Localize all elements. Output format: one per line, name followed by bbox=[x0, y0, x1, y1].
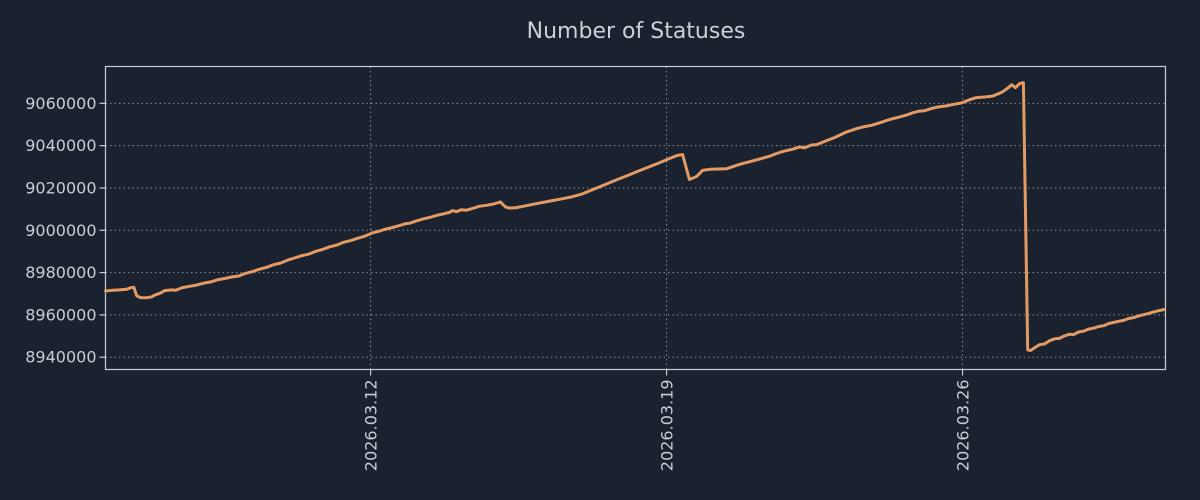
y-tick-label: 9000000 bbox=[25, 221, 96, 240]
series-line bbox=[104, 81, 1167, 352]
x-tick-label: 2026.03.12 bbox=[362, 380, 381, 472]
y-tick-label: 9040000 bbox=[25, 136, 96, 155]
x-tick-label: 2026.03.26 bbox=[954, 380, 973, 472]
plot-border bbox=[104, 65, 1167, 371]
y-tick-label: 9020000 bbox=[25, 178, 96, 197]
x-tick-label: 2026.03.19 bbox=[658, 380, 677, 472]
y-tick-label: 8960000 bbox=[25, 305, 96, 324]
y-tick-label: 9060000 bbox=[25, 94, 96, 113]
y-tick-label: 8940000 bbox=[25, 348, 96, 367]
chart-title: Number of Statuses bbox=[527, 19, 746, 44]
grid-layer bbox=[105, 66, 1166, 370]
y-tick-label: 8980000 bbox=[25, 263, 96, 282]
axis-layer: 8940000 8960000 8980000 9000000 9020000 90400… bbox=[25, 94, 972, 471]
